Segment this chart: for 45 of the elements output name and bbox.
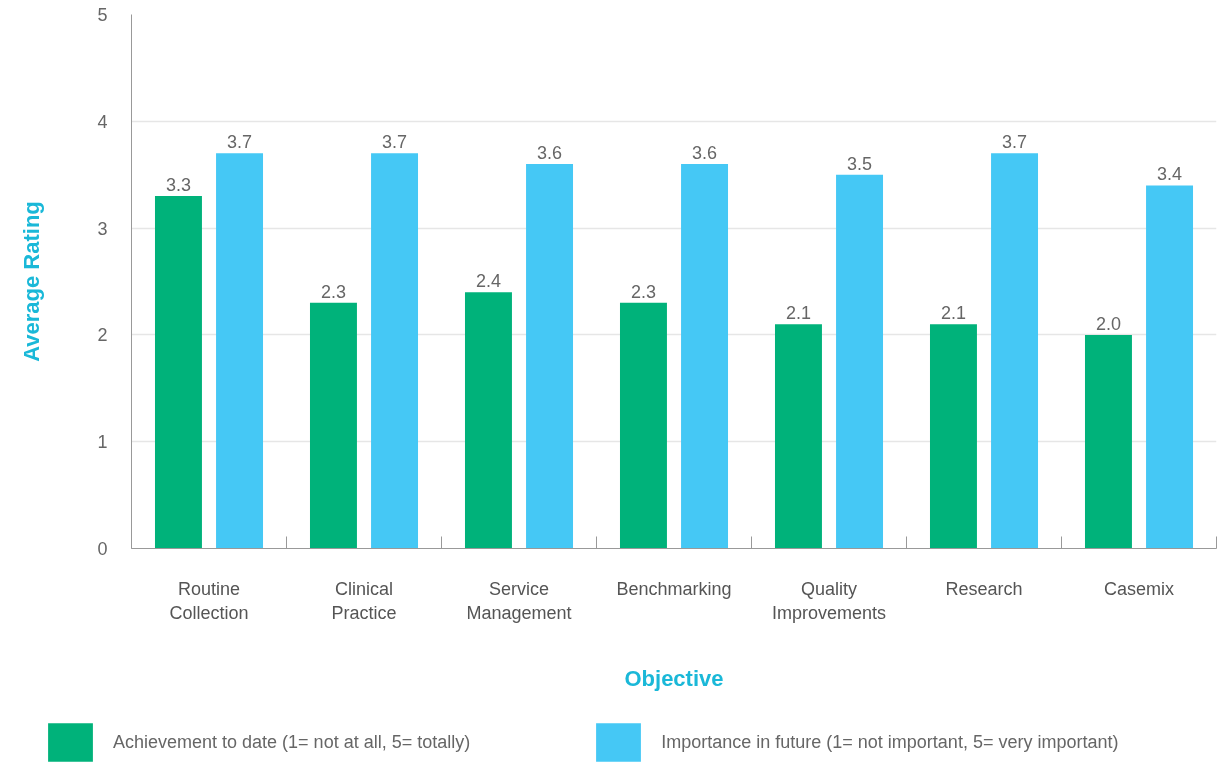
data-label: 2.1 (785, 303, 811, 324)
x-tick-label: Quality Improvements (771, 578, 887, 623)
legend-label: Importance in future (1= not important, 5= very important) (661, 730, 1119, 754)
data-label: 3.6 (537, 143, 563, 164)
bar (991, 153, 1039, 549)
bar (681, 164, 729, 549)
data-label: 2.0 (1095, 313, 1121, 334)
data-label: 3.3 (165, 175, 191, 196)
x-tick-label: Clinical Practice (331, 578, 397, 623)
data-label: 3.4 (1157, 164, 1183, 185)
x-axis-title: Objective (624, 665, 724, 691)
y-tick-label: 3 (97, 218, 108, 239)
y-axis-title: Average Rating (19, 201, 45, 362)
legend-label: Achievement to date (1= not at all, 5= totally) (113, 730, 471, 754)
y-tick-label: 4 (97, 111, 108, 132)
data-label: 3.7 (227, 132, 253, 153)
bar (774, 324, 822, 549)
data-label: 2.4 (475, 271, 501, 292)
y-tick-label: 0 (97, 539, 108, 559)
bar (929, 324, 977, 549)
bar (216, 153, 264, 549)
x-tick-label: Research (945, 578, 1023, 599)
x-tick-label: Service Management (466, 578, 572, 623)
y-tick-label: 2 (97, 325, 108, 346)
data-label: 2.3 (320, 281, 346, 302)
y-tick-label: 5 (97, 5, 108, 25)
data-label: 3.6 (692, 143, 718, 164)
bar (154, 196, 202, 549)
x-tick-label: Casemix (1103, 578, 1175, 599)
data-label: 3.7 (382, 132, 408, 153)
data-label: 2.1 (940, 303, 966, 324)
y-tick-label: 1 (97, 432, 108, 453)
data-label: 3.5 (847, 153, 873, 174)
x-tick-label: Routine Collection (169, 578, 249, 623)
data-label: 3.7 (1002, 132, 1028, 153)
bar (526, 164, 574, 549)
bar (1146, 185, 1194, 549)
bar (1084, 334, 1132, 549)
bar (836, 174, 884, 549)
bar (619, 302, 667, 549)
bar (371, 153, 419, 549)
bar (464, 292, 512, 549)
x-tick-label: Benchmarking (616, 578, 732, 599)
bar (309, 302, 357, 549)
data-label: 2.3 (630, 281, 656, 302)
